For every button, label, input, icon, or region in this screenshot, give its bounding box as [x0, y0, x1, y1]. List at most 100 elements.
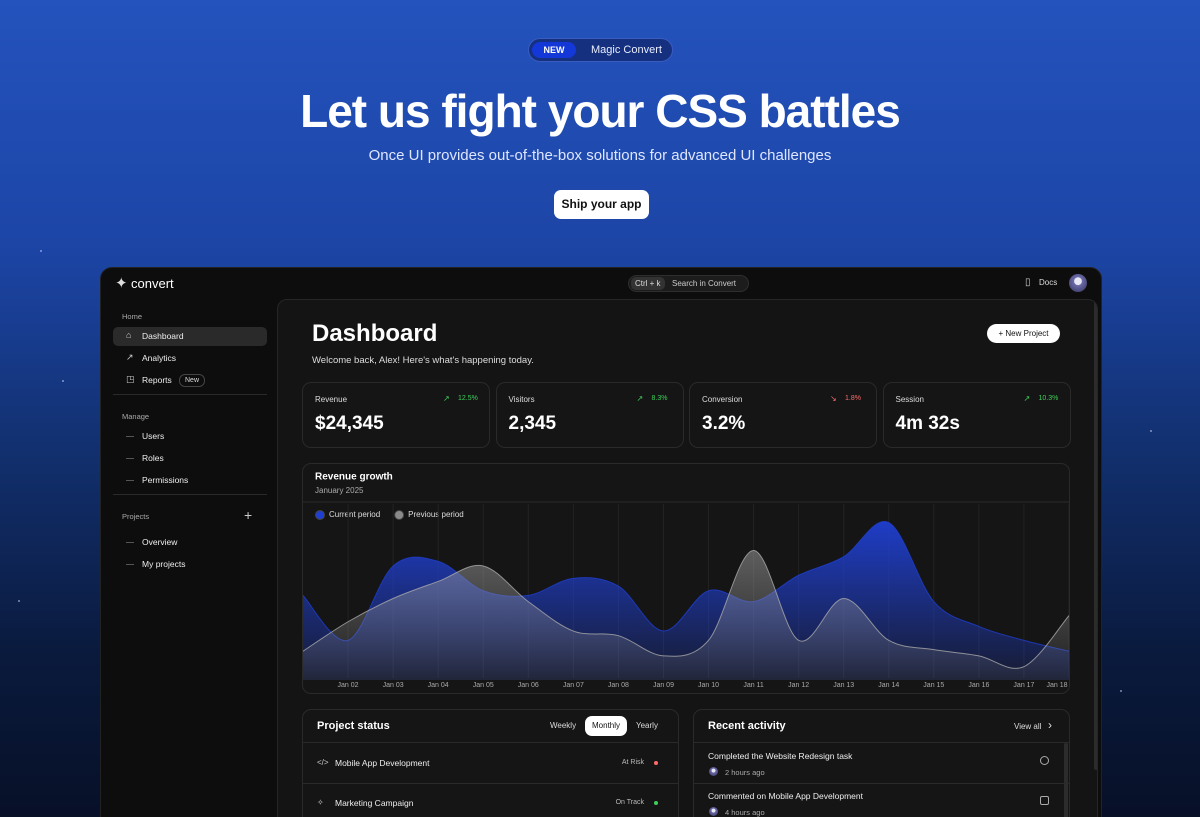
trend-icon: ↘ [830, 394, 837, 403]
card-title: Recent activity [708, 720, 786, 732]
stat-value: 3.2% [702, 413, 746, 434]
nav-icon: ↗ [126, 352, 134, 362]
stat-card: Revenue $24,345 ↗ 12.5% [302, 382, 490, 448]
nav-item[interactable]: Overview [113, 533, 267, 552]
nav-dash [126, 480, 134, 481]
nav-badge: New [179, 374, 206, 387]
hero-subtitle: Once UI provides out-of-the-box solution… [368, 147, 832, 164]
new-project-label: New Project [1005, 329, 1049, 338]
stat-change: 12.5% [458, 395, 478, 402]
nav-item[interactable]: Roles [113, 449, 267, 468]
divider [303, 742, 678, 743]
nav-item[interactable]: Permissions [113, 471, 267, 490]
nav-item[interactable]: ↗ Analytics [113, 349, 267, 368]
nav-dash [126, 436, 134, 437]
x-tick-label: Jan 07 [563, 682, 584, 689]
chart-subtitle: January 2025 [315, 486, 364, 495]
row-icon: ✧ [317, 798, 324, 807]
stat-label: Conversion [702, 395, 743, 404]
legend-label: Previous period [408, 510, 464, 519]
x-tick-label: Jan 08 [608, 682, 629, 689]
badge[interactable]: NEW Magic Convert [528, 38, 673, 62]
card-title: Project status [317, 720, 390, 732]
tab[interactable]: Monthly [585, 716, 628, 736]
divider [113, 394, 267, 395]
x-tick-label: Jan 05 [473, 682, 494, 689]
x-tick-label: Jan 02 [338, 682, 359, 689]
x-tick-label: Jan 15 [923, 682, 944, 689]
search[interactable]: Ctrl + k Search in Convert [628, 275, 749, 292]
x-tick-label: Jan 09 [653, 682, 674, 689]
x-tick-label: Jan 17 [1013, 682, 1034, 689]
activity-icon[interactable] [1040, 796, 1049, 805]
tab[interactable]: Weekly [550, 721, 577, 730]
view-all[interactable]: View all [1014, 722, 1042, 731]
divider [113, 494, 267, 495]
x-tick-label: Jan 18 [1046, 682, 1067, 689]
app-window: ✦ convert Ctrl + k Search in Convert ▯ D… [100, 267, 1102, 817]
nav-dash [126, 564, 134, 565]
nav-label: Permissions [142, 475, 189, 485]
docs[interactable]: Docs [1039, 278, 1058, 287]
chart-card: Revenue growth January 2025 Current period… [302, 463, 1070, 694]
stat-change: 10.3% [1038, 395, 1059, 402]
x-tick-label: Jan 03 [383, 682, 404, 689]
main-panel: Dashboard Welcome back, Alex! Here's wha… [277, 299, 1098, 817]
nav-label: Dashboard [142, 331, 184, 341]
divider [694, 742, 1069, 743]
star [40, 250, 42, 252]
hero-title: Let us fight your CSS battles [300, 85, 901, 137]
section-label: Manage [122, 412, 150, 421]
page-title: Dashboard [312, 320, 438, 347]
star [1150, 430, 1152, 432]
chart-title: Revenue growth [315, 472, 393, 483]
divider [303, 783, 678, 784]
legend-swatch [315, 510, 325, 520]
scrollbar [1094, 300, 1097, 770]
stat-change: 8.3% [651, 395, 668, 402]
section-label: Projects [122, 512, 150, 521]
tabs: Weekly Monthly Yearly [543, 716, 668, 736]
nav-item[interactable]: ⌂ Dashboard [113, 327, 267, 346]
add-button[interactable]: + [244, 507, 253, 523]
stat-change: 1.8% [845, 395, 861, 402]
stat-value: 2,345 [508, 413, 557, 434]
stat-label: Revenue [315, 395, 348, 404]
x-tick-label: Jan 13 [833, 682, 854, 689]
cta-button[interactable]: Ship your app [554, 190, 649, 219]
sidebar: Home ⌂ Dashboard ↗ Analytics ◳ Reports New Manag… [101, 298, 277, 817]
star [18, 600, 20, 602]
stat-card: Conversion 3.2% ↘ 1.8% [689, 382, 877, 448]
nav-label: Users [142, 431, 165, 441]
logo-mark: ✦ [115, 275, 128, 292]
new-project-button[interactable]: + New Project [987, 324, 1060, 343]
welcome: Welcome back, Alex! Here's what's happen… [312, 355, 534, 366]
status-dot [654, 761, 658, 765]
view-all-arrow: › [1048, 718, 1052, 732]
row-icon: </> [317, 758, 329, 767]
line [303, 520, 1069, 652]
project-name[interactable]: Marketing Campaign [335, 798, 414, 808]
docs-icon: ▯ [1025, 277, 1031, 288]
x-tick-label: Jan 12 [788, 682, 809, 689]
trend-icon: ↗ [1023, 394, 1031, 403]
avatar[interactable] [1069, 274, 1087, 292]
nav-item[interactable]: My projects [113, 555, 267, 574]
x-tick-label: Jan 14 [878, 682, 899, 689]
nav-label: Roles [142, 453, 164, 463]
activity-text: Commented on Mobile App Development [708, 791, 863, 801]
plus-icon: + [998, 329, 1006, 338]
stat-value: $24,345 [315, 413, 384, 434]
activity-icon[interactable] [1040, 756, 1049, 765]
status-label: On Track [615, 799, 644, 806]
tab[interactable]: Yearly [636, 721, 658, 730]
nav-item[interactable]: ◳ Reports New [113, 371, 267, 390]
nav-item[interactable]: Users [113, 427, 267, 446]
search-text: Search in Convert [672, 279, 737, 288]
area [303, 550, 1069, 680]
nav-label: Overview [142, 537, 178, 547]
nav-icon: ⌂ [126, 330, 132, 340]
activity-avatar [709, 807, 718, 816]
project-name[interactable]: Mobile App Development [335, 758, 430, 768]
x-tick-label: Jan 16 [968, 682, 989, 689]
